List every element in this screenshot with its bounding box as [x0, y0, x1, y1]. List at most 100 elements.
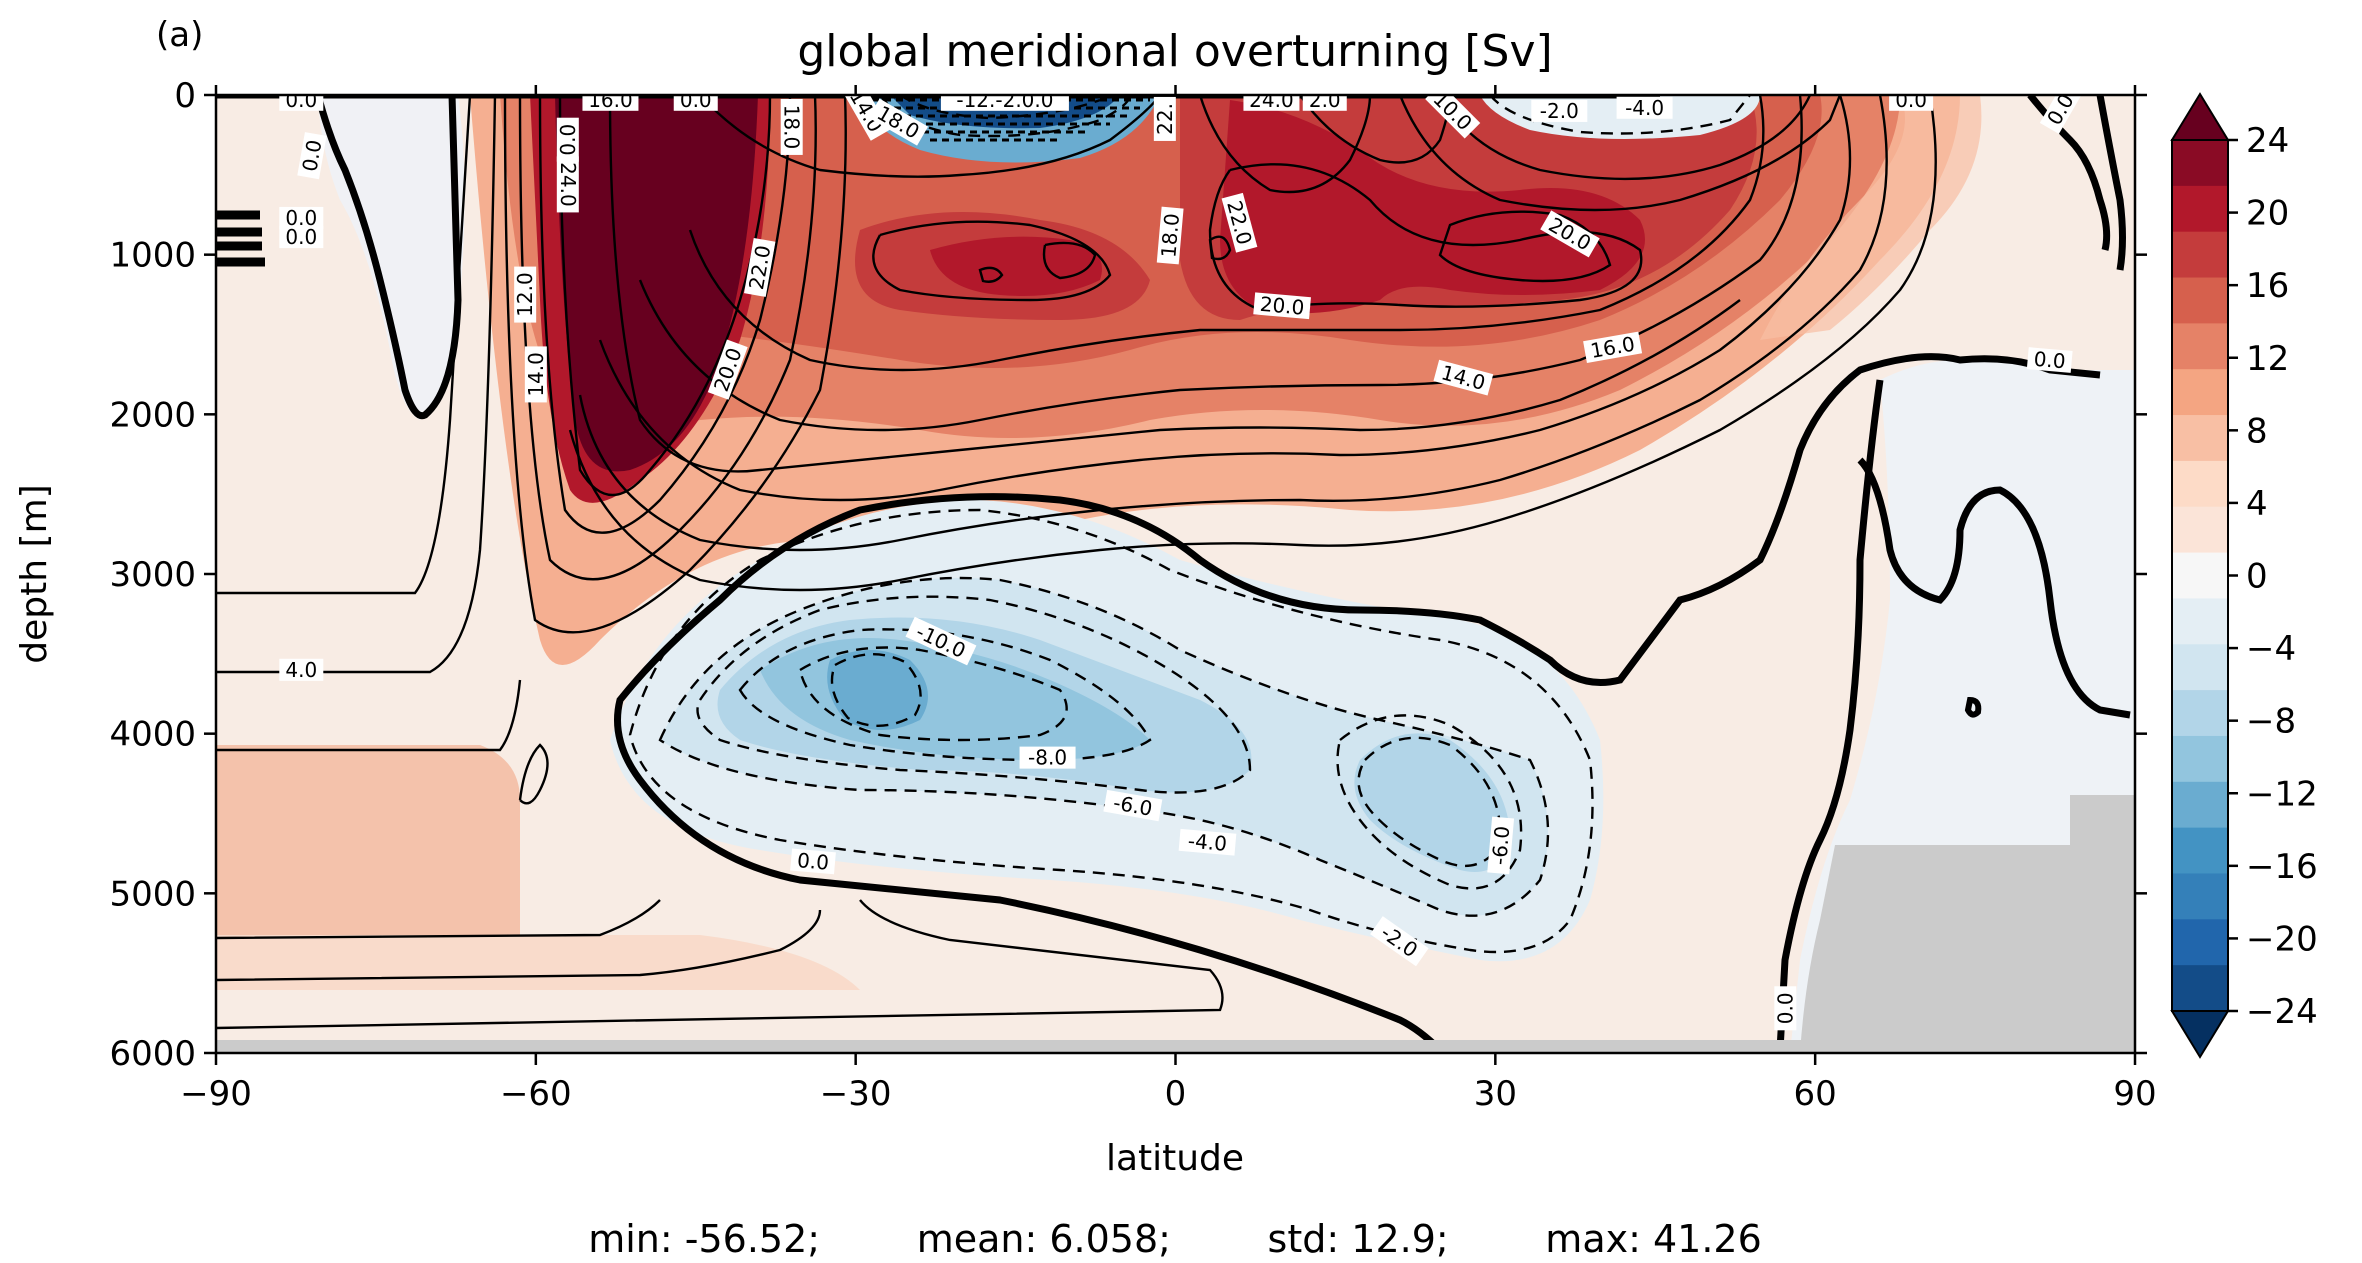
contour-label-bg	[1178, 828, 1237, 856]
colorbar-extend-min	[2170, 1010, 2230, 1059]
contour-solid	[1438, 95, 1812, 181]
colorbar-band	[2172, 965, 2228, 1012]
contour-label-text: 22.	[1153, 103, 1177, 135]
contour-label-bg	[868, 98, 929, 146]
contour-label: 16.0	[582, 95, 639, 112]
contour-solid	[608, 95, 1741, 473]
colorbar-band	[2172, 415, 2228, 462]
contour-solid	[699, 95, 1161, 178]
contour-zero	[1964, 696, 1982, 718]
y-tick-label: 6000	[109, 1034, 196, 1074]
contour-lines	[216, 95, 2131, 1053]
colorbar-tick-label: −12	[2246, 774, 2318, 814]
contour-label-bg	[744, 237, 776, 297]
contour-label-bg	[1433, 359, 1494, 396]
contour-label: 20.0	[1253, 292, 1311, 320]
colorbar-band	[2172, 735, 2228, 783]
contour-solid	[578, 95, 1888, 552]
x-tick-label: 60	[1794, 1074, 1837, 1114]
contour-label-bg	[1253, 292, 1311, 320]
contour-label-bg	[1774, 986, 1797, 1031]
contour-label-text: 0.0	[796, 848, 830, 875]
colorbar-band	[2172, 185, 2228, 233]
contour-solid	[216, 899, 661, 940]
contour-dashed	[738, 628, 1152, 762]
x-tick-label: −90	[180, 1074, 252, 1114]
x-tick-label: 0	[1165, 1074, 1187, 1114]
contour-zero	[1776, 379, 1884, 1051]
colorbar-band	[2172, 506, 2228, 554]
contour-label-text: -8.0	[1028, 746, 1067, 770]
contour-label-text: 0.0	[1773, 992, 1797, 1024]
contour-label-text: 0.0	[1895, 88, 1927, 112]
contour-solid	[216, 679, 522, 752]
y-tick-label: 1000	[109, 236, 196, 276]
contour-label: 24.0	[1243, 95, 1300, 112]
contour-solid	[568, 95, 1937, 592]
north-upper-cell-8	[1400, 95, 1982, 340]
colorbar-tick-label: 16	[2246, 266, 2289, 306]
contour-label: 0.0	[556, 117, 580, 162]
contour-label: -4.0	[1178, 828, 1237, 856]
contour-label-bg	[279, 95, 324, 111]
contour-label-bg	[2026, 347, 2073, 373]
contour-label-bg	[279, 206, 324, 229]
x-tick-label: −60	[500, 1074, 572, 1114]
colorbar: 24 20 16 12 8 4 0 −4 −8 −12 −16 −20 −24	[2170, 92, 2318, 1059]
y-tick-label: 4000	[109, 715, 196, 755]
abyssal-cell-10	[827, 650, 928, 730]
contour-zero	[216, 210, 265, 267]
colorbar-band	[2172, 827, 2228, 874]
contour-solid	[518, 743, 549, 805]
y-tick-label: 5000	[109, 874, 196, 914]
contour-label: 22.	[1153, 96, 1177, 141]
contour-dashed	[798, 646, 1068, 742]
contour-label-bg	[279, 658, 324, 681]
y-axis-label: depth [m]	[14, 484, 55, 663]
contour-label-text: -6.0	[1487, 825, 1514, 866]
contour-label: 24.0	[556, 156, 580, 213]
contour-label: 0.0	[673, 88, 718, 112]
colorbar-band	[2172, 781, 2228, 829]
colorbar-band	[2172, 140, 2228, 187]
contour-label: 12.0	[513, 266, 537, 323]
colorbar-band	[2172, 598, 2228, 645]
contour-solid	[1398, 95, 1842, 212]
contour-dashed	[1357, 736, 1502, 868]
abyssal-band	[216, 935, 860, 990]
contour-label: 18.0	[780, 98, 804, 155]
colorbar-tick-label: −24	[2246, 992, 2318, 1032]
colorbar-tick-label: −4	[2246, 629, 2296, 669]
contour-solid	[558, 95, 772, 496]
contour-label-text: 2.0	[1309, 88, 1341, 112]
contour-label-bg	[673, 95, 718, 111]
contour-label-text: 0.0	[297, 138, 326, 173]
colorbar-band	[2172, 919, 2228, 966]
colorbar-band	[2172, 552, 2228, 599]
y-axis: 0 1000 2000 3000 4000 5000 6000	[109, 76, 2147, 1074]
contour-label-bg	[514, 266, 537, 323]
contour-solid	[216, 909, 822, 982]
plot-area: 0.00.00.00.012.014.04.00.024.016.0 0.018.…	[216, 88, 2135, 1053]
colorbar-band	[2172, 323, 2228, 370]
colorbar-tick-label: 24	[2246, 121, 2289, 161]
contour-label-bg	[1487, 816, 1515, 875]
contour-label-bg	[1153, 96, 1176, 141]
contour-label-bg	[1889, 95, 1934, 111]
x-tick-label: −30	[820, 1074, 892, 1114]
colorbar-tick-label: 0	[2246, 557, 2268, 597]
contour-label-text: 4.0	[285, 658, 317, 682]
contour-label-text: 24.0	[556, 162, 580, 207]
contour-label-bg	[1156, 206, 1184, 265]
contour-label-text: 0.0	[680, 88, 712, 112]
y-tick-label: 2000	[109, 395, 196, 435]
colorbar-tick-label: −8	[2246, 702, 2296, 742]
y-tick-label: 3000	[109, 555, 196, 595]
contour-label-bg	[1103, 789, 1163, 822]
contour-label-bg	[2039, 95, 2081, 134]
contour-label-bg	[905, 616, 977, 666]
contour-zero	[614, 353, 2101, 1053]
contour-label-bg	[1540, 210, 1600, 258]
west-light-blue-wedge	[318, 95, 465, 420]
contour-label: 2.0	[1302, 88, 1347, 112]
